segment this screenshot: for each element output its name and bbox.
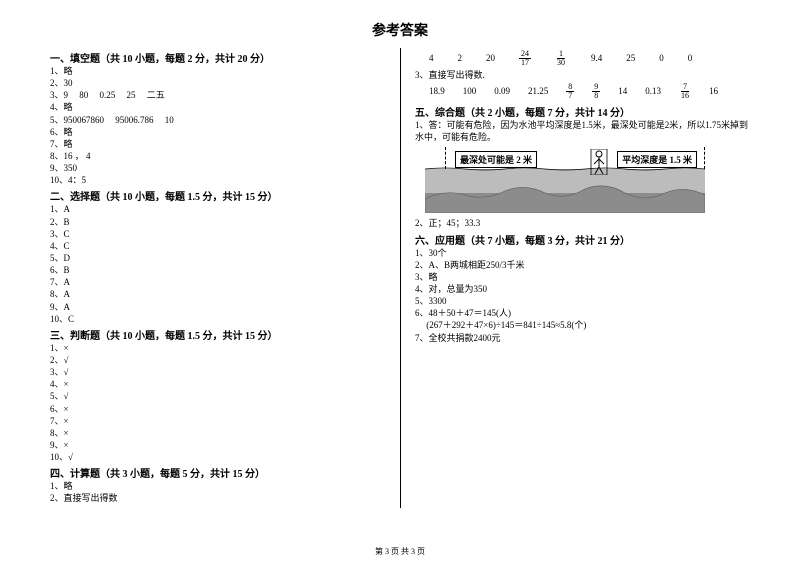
s2-item: 2、B [50, 216, 385, 228]
s1-item: 6、略 [50, 126, 385, 138]
right-column: 4 2 20 2417 130 9.4 25 0 0 3、直接写出得数. 18.… [400, 48, 750, 505]
section-5-header: 五、综合题（共 2 小题，每题 7 分，共计 14 分） [415, 104, 750, 119]
val: 21.25 [528, 84, 548, 98]
s6-item: 4、对，总量为350 [415, 283, 750, 295]
pool-floor-wave [425, 181, 705, 213]
val: 20 [486, 51, 495, 65]
s2-item: 8、A [50, 288, 385, 300]
s4-item: 1、略 [50, 480, 385, 492]
frac-den: 8 [592, 92, 600, 100]
fraction: 98 [592, 83, 600, 100]
s2-item: 3、C [50, 228, 385, 240]
s6-item: 7、全校共捐款2400元 [415, 332, 750, 344]
s1-item: 4、略 [50, 101, 385, 113]
s6-item: 6、48＋50＋47＝145(人) [415, 307, 750, 319]
subhead-3: 3、直接写出得数. [415, 69, 750, 81]
frac-den: 7 [566, 92, 574, 100]
s1-item: 2、30 [50, 77, 385, 89]
section-1-header: 一、填空题（共 10 小题，每题 2 分，共计 20 分） [50, 50, 385, 65]
s3-item: 7、× [50, 415, 385, 427]
val: 16 [709, 84, 718, 98]
val: 18.9 [429, 84, 445, 98]
s2-item: 6、B [50, 264, 385, 276]
s1-item: 7、略 [50, 138, 385, 150]
s1-item: 10、4：5 [50, 174, 385, 186]
fraction: 2417 [519, 50, 531, 67]
val: 25 [626, 51, 635, 65]
section-4-header: 四、计算题（共 3 小题，每题 5 分，共计 15 分） [50, 465, 385, 480]
s6-item: 2、A、B两城相距250/3千米 [415, 259, 750, 271]
frac-den: 30 [555, 59, 567, 67]
person-icon [585, 149, 613, 175]
fraction: 87 [566, 83, 574, 100]
page-footer: 第 3 页 共 3 页 [0, 546, 800, 557]
s3-item: 2、√ [50, 354, 385, 366]
val: 14 [618, 84, 627, 98]
val: 2 [458, 51, 463, 65]
s4-item: 2、直接写出得数 [50, 492, 385, 504]
two-column-layout: 一、填空题（共 10 小题，每题 2 分，共计 20 分） 1、略 2、30 3… [50, 48, 750, 505]
dash-line [704, 147, 705, 169]
s6-item: 1、30个 [415, 247, 750, 259]
calc-row-1: 4 2 20 2417 130 9.4 25 0 0 [415, 50, 750, 67]
frac-den: 17 [519, 59, 531, 67]
s2-item: 4、C [50, 240, 385, 252]
s1-item: 3、9 80 0.25 25 二五 [50, 89, 385, 101]
val: 9.4 [591, 51, 602, 65]
calc-row-2: 18.9 100 0.09 21.25 87 98 14 0.13 716 16 [415, 83, 750, 100]
s1-item: 1、略 [50, 65, 385, 77]
s3-item: 6、× [50, 403, 385, 415]
val: 0.13 [645, 84, 661, 98]
section-3-header: 三、判断题（共 10 小题，每题 1.5 分，共计 15 分） [50, 327, 385, 342]
dash-line [445, 147, 446, 169]
frac-den: 16 [679, 92, 691, 100]
left-column: 一、填空题（共 10 小题，每题 2 分，共计 20 分） 1、略 2、30 3… [50, 48, 400, 505]
s1-item: 5、950067860 95006.786 10 [50, 114, 385, 126]
s1-item: 8、16 ， 4 [50, 150, 385, 162]
s3-item: 9、× [50, 439, 385, 451]
val: 0 [688, 51, 693, 65]
fraction: 130 [555, 50, 567, 67]
column-divider [400, 48, 401, 508]
fraction: 716 [679, 83, 691, 100]
pool-label-left: 最深处可能是 2 米 [455, 151, 537, 168]
section-2-header: 二、选择题（共 10 小题，每题 1.5 分，共计 15 分） [50, 188, 385, 203]
s3-item: 5、√ [50, 390, 385, 402]
s6-item: (267＋292＋47×6)÷145＝841÷145≈5.8(个) [415, 319, 750, 331]
val: 100 [463, 84, 477, 98]
s5-item-2: 2、正；45；33.3 [415, 217, 750, 229]
s3-item: 3、√ [50, 366, 385, 378]
s2-item: 9、A [50, 301, 385, 313]
s3-item: 4、× [50, 378, 385, 390]
s6-item: 3、略 [415, 271, 750, 283]
s3-item: 10、√ [50, 451, 385, 463]
s2-item: 5、D [50, 252, 385, 264]
pool-label-right: 平均深度是 1.5 米 [617, 151, 697, 168]
s2-item: 7、A [50, 276, 385, 288]
s5-item-1: 1、答：可能有危险，因为水池平均深度是1.5米，最深处可能是2米，所以1.75米… [415, 119, 750, 143]
s6-item: 5、3300 [415, 295, 750, 307]
page-title: 参考答案 [50, 20, 750, 40]
val: 0.09 [494, 84, 510, 98]
s1-item: 9、350 [50, 162, 385, 174]
section-6-header: 六、应用题（共 7 小题，每题 3 分，共计 21 分） [415, 232, 750, 247]
val: 4 [429, 51, 434, 65]
val: 0 [659, 51, 664, 65]
s3-item: 1、× [50, 342, 385, 354]
s2-item: 10、C [50, 313, 385, 325]
pool-figure: 最深处可能是 2 米 平均深度是 1.5 米 [425, 147, 705, 213]
s3-item: 8、× [50, 427, 385, 439]
s2-item: 1、A [50, 203, 385, 215]
